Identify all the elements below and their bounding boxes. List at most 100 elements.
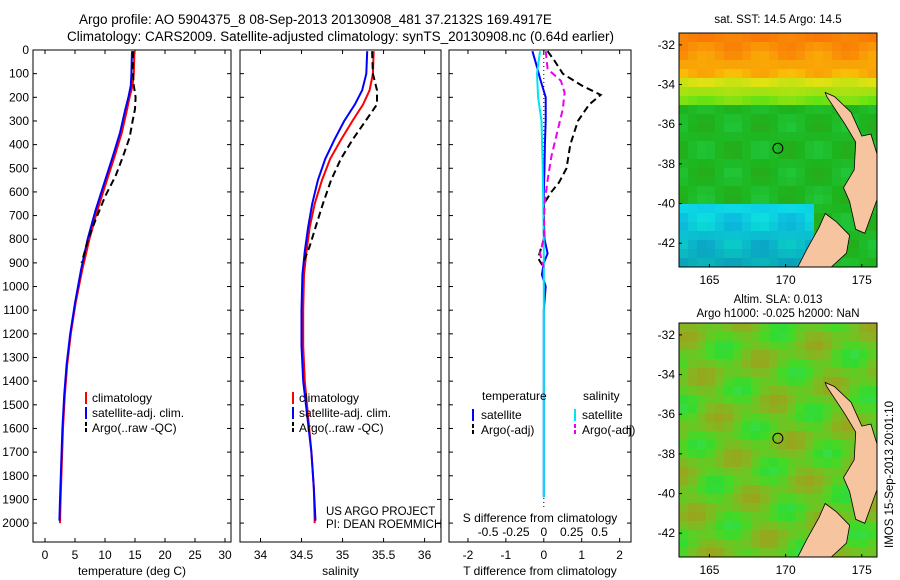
map-cell <box>823 359 833 369</box>
map-cell <box>715 350 725 360</box>
map-cell <box>805 350 815 360</box>
map-cell <box>841 204 851 214</box>
map-cell <box>841 359 851 369</box>
map-cell <box>706 42 716 52</box>
map-cell <box>841 123 851 133</box>
map-cell <box>706 440 716 450</box>
map-cell <box>760 530 770 540</box>
legend-label: Argo(-adj) <box>582 423 635 437</box>
map-cell <box>760 548 770 557</box>
map-cell <box>769 42 779 52</box>
map-cell <box>859 521 869 531</box>
map-cell <box>742 177 752 187</box>
map-cell <box>814 159 824 169</box>
map-cell <box>724 177 734 187</box>
map-cell <box>724 521 734 531</box>
map-cell <box>778 150 788 160</box>
map-cell <box>724 186 734 196</box>
y-tick-label: 100 <box>9 67 29 81</box>
map-cell <box>733 123 743 133</box>
map-cell <box>814 51 824 61</box>
map-cell <box>787 422 797 432</box>
map-field <box>679 33 877 267</box>
x-tick-label: -2 <box>463 548 474 562</box>
map-cell <box>697 249 707 259</box>
map-cell <box>841 51 851 61</box>
map-cell <box>751 150 761 160</box>
map-cell <box>679 476 689 486</box>
y-tick-label: 0 <box>22 43 29 57</box>
map-cell <box>679 141 689 151</box>
map-cell <box>751 467 761 477</box>
map-cell <box>715 431 725 441</box>
x-tick-label: 34.5 <box>290 548 314 562</box>
map-cell <box>823 350 833 360</box>
map-cell <box>688 240 698 250</box>
x-tick-label: -1 <box>501 548 512 562</box>
map-cell <box>769 105 779 115</box>
map-cell <box>742 530 752 540</box>
map-cell <box>688 503 698 513</box>
map-cell <box>814 33 824 43</box>
map-cell <box>733 141 743 151</box>
map-cell <box>859 377 869 387</box>
map-cell <box>805 395 815 405</box>
x-tick-label: 170 <box>776 273 796 287</box>
map-cell <box>769 386 779 396</box>
map-cell <box>679 440 689 450</box>
map-cell <box>805 96 815 106</box>
map-cell <box>796 78 806 88</box>
map-cell <box>841 440 851 450</box>
map-cell <box>787 105 797 115</box>
map-cell <box>688 368 698 378</box>
legend-label: climatology <box>92 391 152 405</box>
map-cell <box>724 168 734 178</box>
map-cell <box>769 96 779 106</box>
map-cell <box>787 368 797 378</box>
map-cell <box>778 503 788 513</box>
map-cell <box>733 213 743 223</box>
map-cell <box>787 485 797 495</box>
map-cell <box>841 195 851 205</box>
map-cell <box>679 231 689 241</box>
map-cell <box>778 213 788 223</box>
map-cell <box>850 404 860 414</box>
map-cell <box>814 332 824 342</box>
map-cell <box>679 431 689 441</box>
map-cell <box>832 485 842 495</box>
map-cell <box>679 521 689 531</box>
map-cell <box>706 359 716 369</box>
map-cell <box>742 42 752 52</box>
map-cell <box>760 485 770 495</box>
map-cell <box>841 422 851 432</box>
map-cell <box>850 240 860 250</box>
map-cell <box>796 485 806 495</box>
map-cell <box>868 123 877 133</box>
y-tick-label: 1200 <box>2 327 29 341</box>
map-cell <box>688 350 698 360</box>
map-cell <box>688 530 698 540</box>
y-tick-label: -36 <box>658 117 676 131</box>
map-cell <box>751 87 761 97</box>
map-cell <box>733 204 743 214</box>
map-cell <box>805 413 815 423</box>
map-cell <box>832 359 842 369</box>
map-cell <box>832 332 842 342</box>
map-cell <box>859 123 869 133</box>
map-cell <box>715 258 725 267</box>
map-cell <box>868 422 877 432</box>
map-cell <box>697 177 707 187</box>
map-cell <box>679 530 689 540</box>
map-cell <box>715 78 725 88</box>
map-cell <box>787 69 797 79</box>
map-cell <box>688 332 698 342</box>
map-cell <box>769 395 779 405</box>
map-cell <box>814 323 824 333</box>
map-cell <box>688 150 698 160</box>
map-cell <box>697 105 707 115</box>
map-cell <box>841 503 851 513</box>
map-cell <box>742 386 752 396</box>
map-cell <box>805 141 815 151</box>
map-cell <box>814 204 824 214</box>
map-cell <box>706 548 716 557</box>
